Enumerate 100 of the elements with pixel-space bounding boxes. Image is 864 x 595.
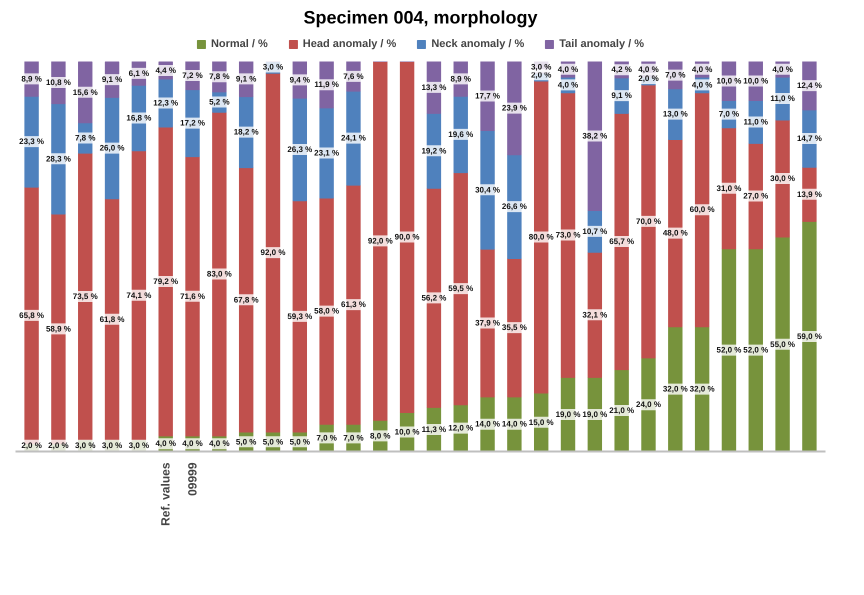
data-label: 17,7 % (475, 92, 500, 101)
data-label: 19,2 % (421, 146, 446, 156)
data-label: 4,0 % (692, 64, 712, 74)
data-label: 5,2 % (209, 98, 230, 107)
data-label: 7,6 % (343, 72, 364, 81)
legend-label: Head anomaly / % (302, 38, 396, 50)
data-label: 21,0 % (609, 406, 634, 416)
legend-label: Tail anomaly / % (559, 38, 644, 50)
data-label: 74,1 % (126, 290, 152, 300)
data-label: 7,0 % (665, 70, 686, 80)
data-label: 2,0 % (21, 440, 42, 450)
data-label: 9,1 % (236, 74, 256, 84)
data-label: 3,0 % (262, 62, 284, 72)
data-label: 8,9 % (450, 74, 471, 84)
data-label: 73,0 % (556, 230, 580, 240)
data-label: 2,0 % (530, 70, 552, 80)
data-label: 3,0 % (102, 440, 122, 450)
data-label: 7,0 % (718, 110, 740, 119)
data-label: 26,0 % (100, 144, 125, 153)
data-label: 4,0 % (209, 439, 230, 448)
legend-label: Normal / % (210, 38, 268, 50)
data-label: 4,0 % (638, 64, 659, 74)
data-label: 26,6 % (502, 202, 527, 212)
data-label: 5,0 % (236, 437, 256, 446)
data-label: 65,8 % (19, 310, 44, 320)
data-label: 12,4 % (796, 81, 822, 90)
data-label: 6,1 % (128, 68, 150, 78)
data-label: 11,3 % (422, 424, 446, 434)
data-label: 32,1 % (582, 310, 608, 320)
data-label: 9,1 % (611, 91, 632, 100)
data-label: 73,5 % (72, 292, 98, 301)
data-label: 11,0 % (770, 94, 795, 104)
data-label: 27,0 % (743, 192, 768, 201)
data-label: 10,8 % (46, 78, 71, 88)
data-label: 8,0 % (370, 431, 391, 440)
data-label: 71,6 % (180, 292, 205, 301)
data-label: 9,4 % (290, 75, 310, 84)
data-label: 19,6 % (448, 130, 474, 139)
data-label: 92,0 % (260, 248, 286, 258)
data-label: 11,0 % (744, 117, 768, 126)
x-tick-label: 09999 (186, 462, 200, 496)
data-label: 35,5 % (502, 323, 527, 332)
data-label: 38,2 % (582, 131, 608, 140)
data-label: 4,0 % (558, 64, 578, 74)
data-label: 59,0 % (796, 332, 822, 341)
data-label: 12,3 % (153, 98, 178, 108)
data-label: 59,3 % (287, 312, 312, 321)
data-label: 92,0 % (368, 236, 393, 246)
data-label: 14,7 % (796, 134, 822, 144)
data-label: 3,0 % (128, 440, 150, 450)
data-label: 16,8 % (126, 114, 152, 123)
data-label: 3,0 % (530, 62, 552, 72)
data-label: 5,0 % (290, 437, 310, 446)
data-label: 4,4 % (155, 66, 176, 75)
data-label: 10,7 % (582, 226, 608, 236)
data-label: 26,3 % (287, 144, 312, 154)
data-label: 13,3 % (421, 82, 446, 92)
data-label: 5,0 % (262, 437, 284, 446)
data-label: 4,0 % (155, 439, 176, 448)
data-label: 7,0 % (316, 433, 337, 442)
data-label: 15,6 % (72, 88, 98, 97)
data-label: 30,4 % (475, 185, 500, 194)
data-label: 13,9 % (796, 190, 822, 199)
data-label: 2,0 % (638, 74, 659, 84)
data-label: 32,0 % (690, 384, 715, 394)
data-label: 15,0 % (528, 418, 554, 427)
data-label: 30,0 % (770, 174, 796, 183)
data-label: 4,0 % (772, 64, 793, 74)
data-label: 10,0 % (743, 76, 768, 86)
data-label: 18,2 % (234, 128, 259, 137)
data-label: 24,1 % (340, 134, 366, 143)
data-label: 31,0 % (716, 184, 742, 193)
data-label: 55,0 % (770, 340, 796, 349)
data-label: 9,1 % (102, 75, 122, 84)
data-label: 52,0 % (743, 346, 768, 355)
data-label: 90,0 % (394, 232, 420, 242)
data-label: 23,9 % (502, 104, 527, 113)
data-label: 14,0 % (475, 420, 500, 429)
data-label: 12,0 % (448, 424, 474, 433)
data-label: 79,2 % (153, 276, 178, 286)
x-tick-label: Ref. values (158, 462, 173, 526)
data-label: 19,0 % (556, 410, 580, 419)
data-label: 67,8 % (234, 295, 259, 304)
data-label: 11,9 % (314, 80, 339, 90)
data-label: 80,0 % (528, 232, 554, 242)
data-label: 7,2 % (182, 71, 203, 80)
data-label: 70,0 % (636, 216, 661, 226)
data-label: 23,3 % (19, 137, 44, 146)
data-label: 4,0 % (692, 80, 712, 90)
chart-title: Specimen 004, morphology (303, 8, 538, 28)
data-label: 4,2 % (611, 65, 632, 74)
data-label: 37,9 % (475, 318, 500, 328)
data-label: 60,0 % (690, 205, 715, 214)
data-label: 3,0 % (75, 440, 96, 450)
legend-label: Neck anomaly / % (431, 38, 524, 50)
data-label: 48,0 % (662, 228, 688, 238)
data-label: 13,0 % (662, 110, 688, 119)
data-label: 61,8 % (100, 314, 125, 324)
data-label: 7,8 % (75, 133, 96, 142)
data-label: 4,0 % (182, 439, 203, 448)
